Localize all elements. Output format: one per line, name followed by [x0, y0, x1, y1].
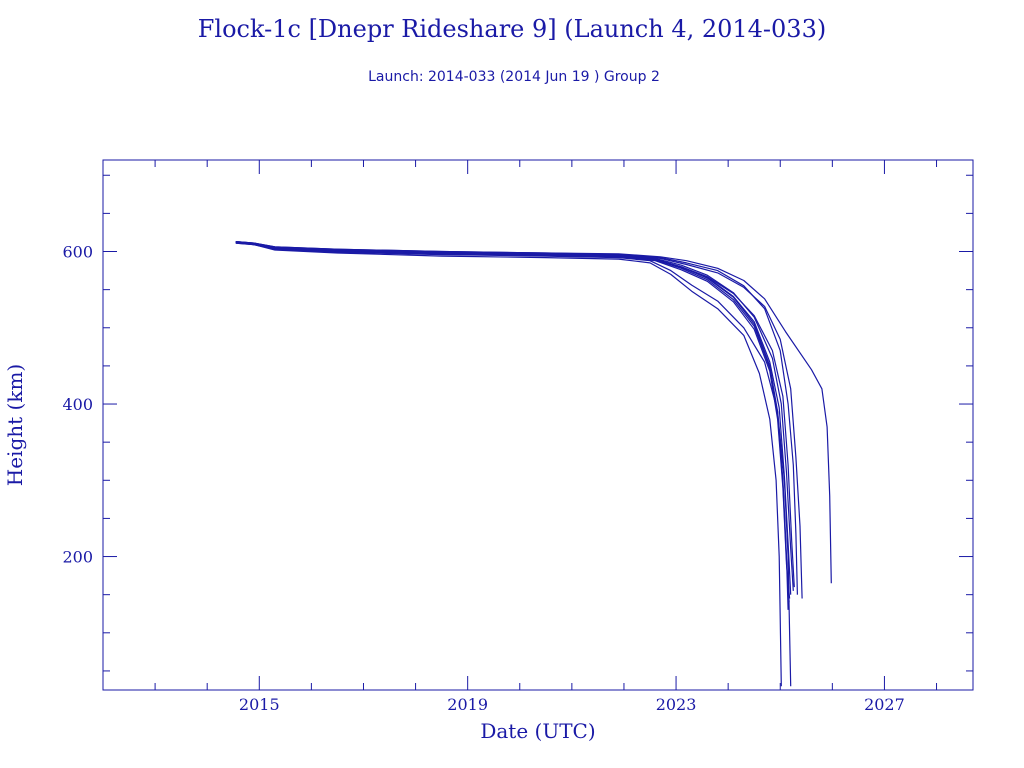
series-line-7	[235, 241, 782, 687]
series-line-5	[235, 241, 794, 591]
tick-labels: 2015 2019 2023 2027 200 400 600	[62, 243, 904, 714]
series-line-8	[235, 241, 792, 687]
series-line-6	[235, 242, 795, 588]
series-line-10	[235, 241, 832, 584]
axis-ticks	[102, 160, 973, 690]
x-axis-label: Date (UTC)	[480, 719, 595, 743]
x-tick-label: 2027	[864, 695, 905, 714]
x-tick-label: 2015	[239, 695, 280, 714]
plot-frame	[102, 159, 974, 691]
y-axis-label: Height (km)	[3, 364, 27, 486]
series-line-2	[235, 241, 790, 603]
series-line-1	[235, 241, 789, 610]
series-line-3	[235, 242, 791, 599]
y-tick-label: 600	[62, 243, 93, 262]
chart-title: Flock-1c [Dnepr Rideshare 9] (Launch 4, …	[198, 15, 826, 43]
series-line-9	[235, 241, 798, 595]
x-tick-label: 2019	[447, 695, 488, 714]
chart-subtitle: Launch: 2014-033 (2014 Jun 19 ) Group 2	[368, 69, 660, 85]
series-layer	[235, 241, 832, 687]
y-tick-label: 400	[62, 395, 93, 414]
series-line-11	[235, 241, 803, 599]
y-tick-label: 200	[62, 548, 93, 567]
x-tick-label: 2023	[656, 695, 697, 714]
